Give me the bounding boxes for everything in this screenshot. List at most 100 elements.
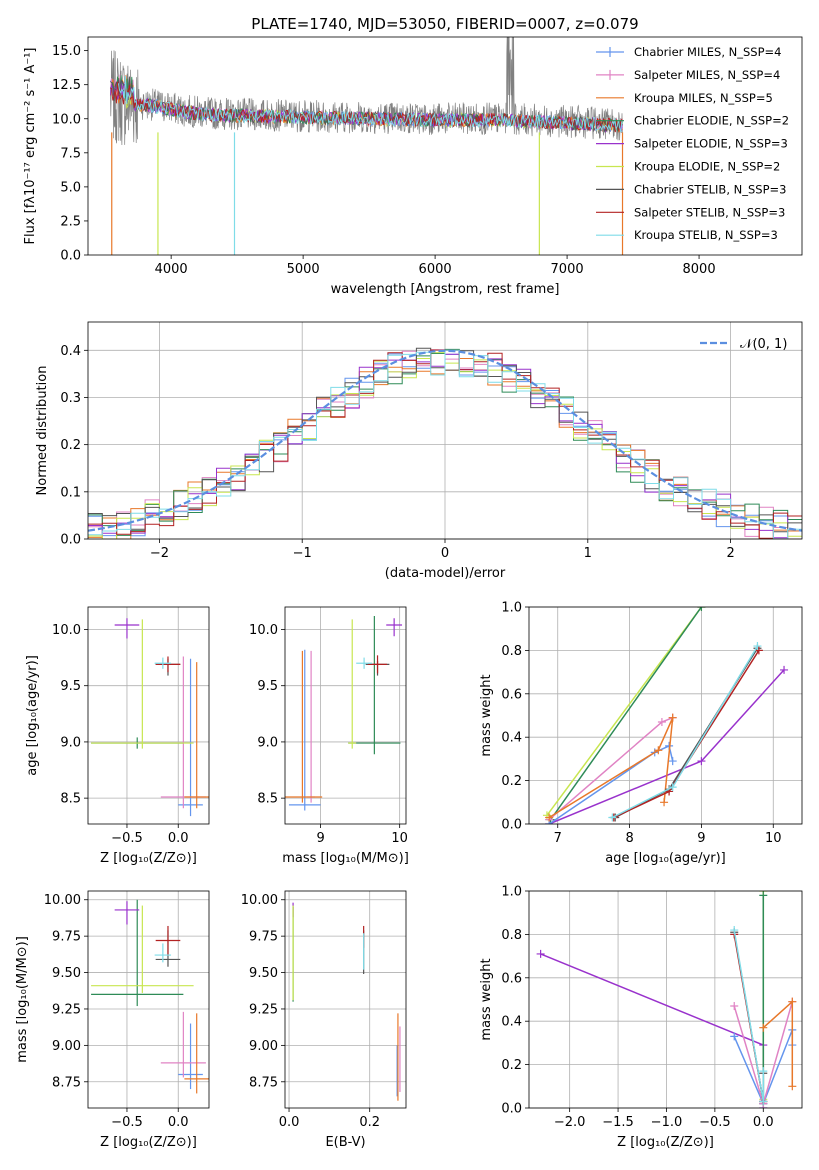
y-tick-label: 7.5	[60, 146, 81, 161]
y-axis-label: Flux [fλ10⁻¹⁷ erg cm⁻² s⁻¹ A⁻¹]	[23, 48, 38, 245]
y-tick-label: 9.0	[257, 735, 278, 750]
x-axis-label: Z [log₁₀(Z/Z⊙)]	[100, 851, 197, 866]
y-tick: 9.50	[52, 966, 88, 981]
axes-frame	[528, 606, 803, 825]
y-tick: 8.75	[249, 1075, 285, 1090]
errorbar-chabrier_miles	[288, 649, 321, 811]
y-tick: 0.0	[60, 249, 88, 264]
y-tick: 9.5	[257, 679, 285, 694]
x-axis-label: wavelength [Angstrom, rest frame]	[331, 282, 560, 297]
x-tick: 0.0	[168, 824, 189, 846]
y-axis-label: age [log₁₀(age/yr)]	[25, 655, 40, 776]
x-tick-label: −0.5	[699, 1115, 731, 1130]
y-tick-label: 8.75	[249, 1075, 278, 1090]
x-tick: −1	[293, 539, 312, 561]
axes: −0.5 0.0 8.5 9.0 9.5 10.0 Z [log₁₀(Z/Z⊙)] age […	[25, 606, 210, 866]
y-tick: 0.2	[60, 438, 88, 453]
x-tick: 0.0	[168, 1108, 189, 1130]
panel-weight_vs_Z: −2.0 −1.5 −1.0 −0.5 0.0 0.0 0.2 0.4 0.6 0.8 1.0 Z […	[479, 885, 803, 1150]
x-tick: 0	[441, 539, 449, 561]
y-tick-label: 1.0	[501, 601, 522, 616]
y-tick: 9.25	[249, 1002, 285, 1017]
errorbar-kroupa_elodie	[91, 905, 194, 993]
x-tick: 2	[726, 539, 735, 561]
y-tick-label: 1.0	[501, 885, 522, 900]
axes: −0.5 0.0 8.75 9.00 9.25 9.50 9.75 10.00 Z [log₁₀…	[15, 890, 210, 1150]
y-tick-label: 8.5	[60, 792, 81, 807]
errorbar-salpeter_elodie	[114, 618, 140, 639]
y-tick-label: 9.00	[249, 1039, 278, 1054]
plot-area	[91, 618, 209, 817]
series-chabrier_miles	[548, 744, 674, 824]
x-tick-label: 0.0	[753, 1115, 774, 1130]
x-axis-label: Z [log₁₀(Z/Z⊙)]	[100, 1135, 197, 1150]
panel-age_vs_mass: 9 10 8.5 9.0 9.5 10.0 mass [log₁₀(M/M⊙)]	[249, 606, 409, 866]
x-tick-label: 1	[584, 546, 592, 561]
errorbar-salpeter_elodie	[386, 618, 403, 637]
errorbar-salpeter_stelib	[155, 925, 181, 956]
errorbar-salpeter_miles	[307, 650, 316, 803]
axes-frame	[284, 606, 407, 825]
y-axis-label: mass [log₁₀(M/M⊙)]	[15, 936, 30, 1063]
y-tick: 10.0	[249, 623, 285, 638]
errorbar-salpeter_miles	[160, 656, 206, 809]
y-tick-label: 0.6	[501, 971, 522, 986]
errorbar-salpeter_stelib	[368, 655, 388, 674]
panel-mass_vs_ebv: 0.0 0.2 8.75 9.00 9.25 9.50 9.75 10.00 E(B-V)	[241, 890, 407, 1150]
y-tick: 1.0	[501, 885, 529, 900]
panel-residuals: −2 −1 0 1 2 0.0 0.1 0.2 0.3 0.4 (data-model)/error…	[35, 321, 803, 581]
y-tick: 0.6	[501, 971, 529, 986]
x-tick-label: 0	[441, 546, 449, 561]
y-tick-label: 9.5	[257, 679, 278, 694]
y-tick: 10.00	[44, 893, 88, 908]
plot-area	[91, 899, 209, 1094]
panel-mass_vs_Z: −0.5 0.0 8.75 9.00 9.25 9.50 9.75 10.00 Z [log₁₀…	[15, 890, 210, 1150]
gridlines	[88, 607, 209, 824]
gridlines	[285, 607, 406, 824]
point-marker	[788, 997, 797, 1006]
legend-label: Kroupa STELIB, N_SSP=3	[634, 228, 778, 242]
legend-label: Chabrier ELODIE, N_SSP=2	[634, 114, 789, 128]
point-marker	[697, 757, 706, 766]
x-tick: −0.5	[111, 824, 143, 846]
x-tick-label: −2	[150, 546, 169, 561]
y-tick-label: 10.00	[44, 893, 81, 908]
legend-label: Salpeter STELIB, N_SSP=3	[634, 205, 785, 219]
y-tick-label: 10.0	[52, 112, 81, 127]
y-tick-label: 0.2	[501, 1058, 522, 1073]
y-tick: 7.5	[60, 146, 88, 161]
x-tick: 10	[765, 824, 782, 846]
y-tick: 8.75	[52, 1075, 88, 1090]
errorbar-kroupa_elodie	[348, 619, 357, 749]
gridlines	[285, 891, 406, 1108]
y-tick: 0.2	[501, 774, 529, 789]
legend: 𝒩(0, 1)	[700, 337, 787, 352]
point-marker	[759, 891, 768, 900]
y-axis-label: mass weight	[479, 958, 494, 1040]
x-tick-label: −0.5	[111, 1115, 143, 1130]
y-tick: 0.8	[501, 644, 529, 659]
errorbar-chabrier_elodie	[348, 615, 401, 755]
legend-label: Kroupa MILES, N_SSP=5	[634, 91, 773, 105]
chart-title: PLATE=1740, MJD=53050, FIBERID=0007, z=0…	[251, 15, 638, 33]
y-tick-label: 0.0	[60, 533, 81, 548]
legend-label: Chabrier STELIB, N_SSP=3	[634, 182, 786, 196]
y-tick-label: 15.0	[52, 44, 81, 59]
errorbar-kroupa_stelib	[154, 657, 172, 669]
x-tick-label: 7	[554, 831, 562, 846]
x-axis-label: Z [log₁₀(Z/Z⊙)]	[617, 1135, 714, 1150]
x-tick-label: −0.5	[111, 831, 143, 846]
y-tick: 9.00	[52, 1039, 88, 1054]
series-kroupa_elodie	[546, 607, 703, 816]
y-tick: 9.00	[249, 1039, 285, 1054]
x-tick-label: 10	[765, 831, 782, 846]
plot-area	[292, 902, 401, 1101]
x-tick: −1.0	[651, 1108, 682, 1130]
errorbar-kroupa_miles	[184, 662, 209, 809]
axes: 9 10 8.5 9.0 9.5 10.0 mass [log₁₀(M/M⊙)]	[249, 606, 409, 866]
x-tick-label: 6000	[419, 262, 452, 277]
series-salpeter_elodie	[540, 953, 765, 1108]
y-tick: 12.5	[52, 78, 88, 93]
point-marker	[780, 665, 789, 674]
point-marker	[608, 813, 617, 822]
